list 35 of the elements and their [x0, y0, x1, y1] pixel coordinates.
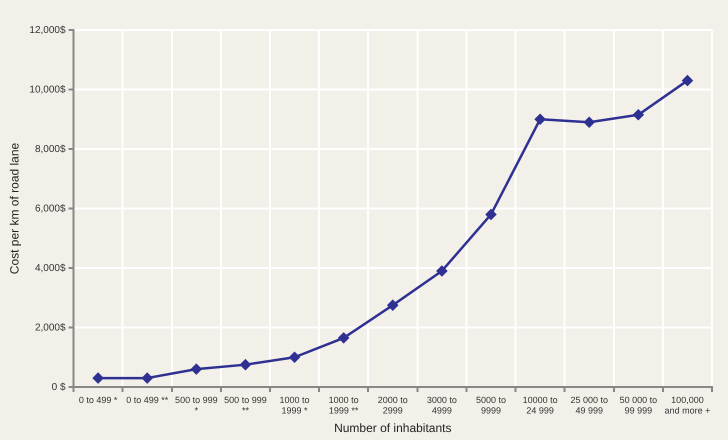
x-tick-label: 500 to 999 **: [224, 394, 267, 416]
x-tick-label: 0 to 499 *: [78, 394, 118, 405]
y-tick-label: 2,000$: [34, 322, 66, 334]
x-tick-label: 100,000 and more +: [664, 394, 710, 416]
y-tick-label: 8,000$: [34, 144, 66, 155]
x-tick-label: 50 000 to 99 999: [620, 394, 658, 416]
x-axis-title: Number of inhabitants: [334, 421, 452, 436]
y-tick-label: 10,000$: [29, 84, 66, 96]
x-tick-label: 500 to 999 *: [175, 394, 218, 416]
point: [436, 266, 448, 276]
y-tick-label: 0 $: [52, 382, 66, 393]
y-tick-label: 12,000$: [29, 24, 66, 36]
point: [633, 110, 644, 120]
point: [289, 352, 300, 362]
x-tick-label: 5000 to 9999: [476, 394, 506, 416]
point: [584, 116, 594, 128]
x-tick-label: 0 to 499 **: [126, 394, 169, 405]
x-tick-label: 10000 to 24 999: [522, 394, 558, 416]
x-tick-label: 2000 to 2999: [378, 394, 408, 416]
point: [534, 114, 546, 124]
x-tick-label: 1000 to 1999 **: [328, 394, 359, 416]
y-tick-label: 4,000$: [34, 262, 66, 274]
point: [191, 364, 202, 374]
point: [388, 300, 398, 310]
y-axis-title: Cost per km of road lane: [8, 142, 22, 274]
x-tick-label: 25 000 to 49 999: [570, 394, 608, 416]
point: [338, 332, 349, 344]
point: [92, 372, 104, 384]
point: [682, 75, 693, 86]
x-tick-label: 1000 to 1999 *: [280, 394, 310, 416]
point: [240, 359, 251, 370]
point: [142, 372, 152, 384]
y-tick-label: 6,000$: [34, 203, 66, 214]
x-tick-label: 3000 to 4999: [426, 394, 457, 416]
point: [486, 209, 496, 220]
